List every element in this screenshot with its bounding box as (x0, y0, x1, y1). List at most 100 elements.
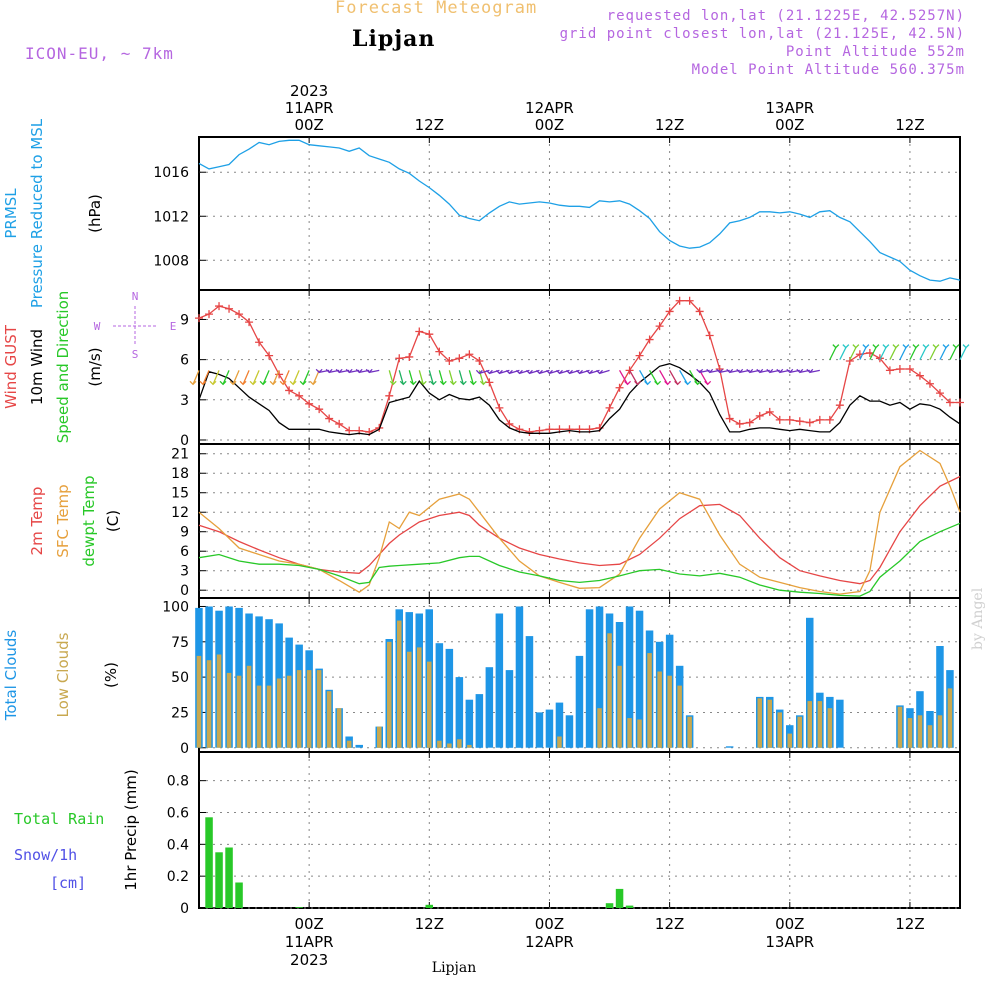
wind-arrow-head (219, 380, 227, 386)
wind-arrow-head (644, 380, 652, 386)
wind-arrow-head (299, 380, 307, 386)
y-tick-label: 1008 (153, 253, 189, 269)
wind-arrow (849, 347, 857, 360)
bar (787, 733, 792, 748)
bar (615, 888, 624, 908)
wind-arrow-head (962, 344, 970, 349)
bar (515, 606, 524, 748)
grid-coords: grid point closest lon,lat (21.125E, 42.… (559, 26, 965, 42)
bar (485, 667, 494, 748)
wind-arrow-head (684, 380, 692, 386)
gust-marker (325, 414, 334, 423)
bar (296, 670, 302, 748)
wind-arrow (859, 347, 867, 360)
gust-marker (485, 378, 494, 387)
panel-frame (198, 443, 961, 599)
series-line (198, 139, 961, 282)
y-tick-label: 0 (180, 433, 189, 449)
wind-arrow-head (259, 380, 267, 386)
bar (306, 670, 312, 748)
gust-marker (805, 418, 814, 427)
bar (266, 685, 272, 748)
y-tick-label: 0 (180, 901, 189, 917)
y-tick-label: 3 (180, 564, 189, 580)
wind-arrow (839, 347, 847, 360)
bar (535, 712, 544, 748)
gust-marker (335, 419, 344, 428)
y-tick-label: 0 (180, 741, 189, 757)
gust-marker (425, 330, 434, 339)
gust-marker (665, 307, 674, 316)
gust-marker (925, 379, 934, 388)
wind-arrow-head (536, 369, 543, 375)
wind-arrow-head (439, 380, 447, 386)
bar (455, 677, 464, 748)
y-tick-label: 9 (180, 312, 189, 328)
wind-arrow-head (485, 369, 493, 375)
bar (595, 606, 604, 748)
bar (457, 739, 462, 748)
bar (836, 699, 844, 748)
bar (437, 740, 442, 748)
wind-arrow (929, 347, 937, 360)
gust-marker (285, 386, 294, 395)
wind-arrow-head (634, 380, 642, 386)
bar (555, 702, 564, 748)
wind-arrow-head (716, 368, 724, 374)
wind-arrow (669, 370, 679, 385)
wind-arrow-head (654, 380, 662, 386)
bar (236, 675, 242, 748)
bar (447, 743, 452, 748)
wind-arrow-head (872, 344, 880, 349)
time-label-top: 12Z (415, 116, 444, 134)
bar (226, 672, 232, 748)
wind-arrow-head (189, 380, 197, 386)
wind-arrow-head (952, 344, 960, 349)
gust-marker (795, 417, 804, 426)
gust-marker (785, 415, 794, 424)
bar (407, 651, 412, 748)
series-line (198, 363, 961, 436)
precip-legend-item: [cm] (50, 874, 86, 892)
wind-arrow (252, 370, 260, 385)
bar (545, 709, 554, 748)
wind-arrow-head (882, 344, 890, 349)
wind-arrow (909, 347, 917, 360)
wind-arrow-head (674, 380, 682, 386)
y-tick-label: 15 (171, 486, 189, 502)
wind-arrow (388, 370, 394, 385)
wind-arrow-head (419, 380, 427, 386)
gust-marker (765, 407, 774, 416)
wind-arrow (468, 370, 474, 385)
bar (667, 675, 672, 748)
gust-marker (735, 419, 744, 428)
wind-arrow-head (399, 380, 407, 386)
time-label-bottom: 12APR (525, 933, 574, 951)
panel-4: 0 0.2 0.4 0.6 0.8 1hr Precip (mm) Total Rain Sn… (14, 751, 961, 917)
series-line (198, 522, 961, 597)
wind-arrow (192, 370, 200, 385)
gust-marker (895, 365, 904, 374)
gust-marker (885, 366, 894, 375)
wind-arrow (312, 370, 320, 385)
time-label-bottom: 11APR (285, 933, 334, 951)
wind-arrow-head (449, 380, 457, 386)
bar (597, 708, 602, 748)
bar (316, 670, 322, 748)
bar (495, 613, 504, 748)
gust-marker (265, 351, 274, 360)
gust-marker (635, 351, 644, 360)
requested-coords: requested lon,lat (21.1225E, 42.5257N) (606, 8, 965, 24)
time-label-top: 13APR (765, 99, 814, 117)
compass-w: W (94, 320, 101, 333)
gust-marker (675, 296, 684, 305)
wind-arrow-head (766, 368, 774, 374)
wind-arrow-head (832, 344, 840, 349)
gust-marker (455, 354, 464, 363)
time-label-bottom: 00Z (294, 915, 323, 933)
y-axis-label: (%) (102, 662, 120, 688)
bar (557, 736, 562, 748)
y-tick-label: 0.2 (167, 869, 189, 885)
bar (897, 706, 903, 748)
y-tick-label: 0 (180, 583, 189, 599)
